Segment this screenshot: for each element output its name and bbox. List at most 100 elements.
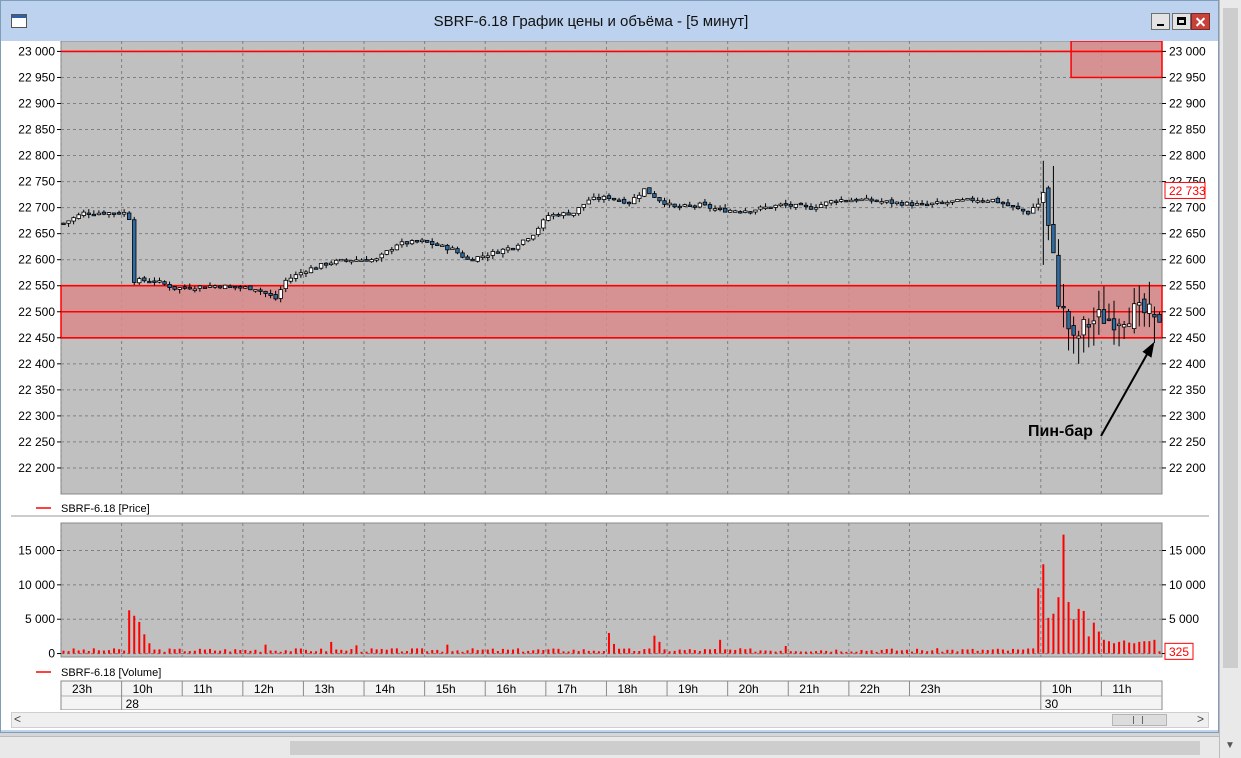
- candle-body: [394, 244, 400, 251]
- candle-body: [1091, 320, 1096, 325]
- candle-body: [950, 200, 955, 203]
- title-bar[interactable]: SBRF-6.18 График цены и объёма - [5 мину…: [1, 1, 1218, 41]
- chevron-down-icon[interactable]: ▼: [1225, 740, 1235, 751]
- time-hour-label: 16h: [496, 682, 516, 696]
- price-zone: [1070, 41, 1163, 79]
- candle-body: [813, 207, 819, 210]
- price-axis-left: 23 000 22 950 22 900 22 850 22 800 22 750 22 7…: [18, 44, 61, 475]
- volume-axis-left: 15 000 10 000 5 000 0: [18, 543, 61, 661]
- candle-body: [621, 198, 627, 204]
- candle-body: [642, 188, 647, 197]
- scrollbar-thumb[interactable]: [1112, 714, 1167, 726]
- candle-body: [849, 199, 854, 203]
- candle-body: [1132, 303, 1137, 329]
- candle-body: [430, 241, 435, 245]
- time-hour-label: 19h: [678, 682, 698, 696]
- candle-body: [263, 290, 268, 294]
- candle-body: [278, 289, 283, 299]
- candle-body: [970, 197, 975, 202]
- volume-grid: [60, 523, 1162, 657]
- candle-body: [1076, 335, 1081, 339]
- price-tick-label: 22 350: [18, 383, 55, 397]
- outer-vertical-scrollbar[interactable]: ▼: [1219, 0, 1241, 758]
- candle-body: [738, 211, 743, 214]
- candle-body: [859, 198, 864, 202]
- window-app-icon[interactable]: [11, 14, 27, 28]
- candle-body: [995, 197, 1001, 204]
- time-date-label: 28: [126, 697, 140, 710]
- candle-body: [945, 202, 950, 205]
- candle-body: [844, 199, 849, 203]
- chevron-right-icon[interactable]: >: [1196, 712, 1204, 726]
- candle-body: [854, 198, 859, 202]
- candle-body: [566, 212, 571, 216]
- price-tick-label: 22 650: [1169, 227, 1206, 241]
- candle-body: [894, 201, 900, 205]
- candle-body: [1127, 323, 1132, 327]
- candle-body: [121, 211, 127, 215]
- price-panel[interactable]: 23 000 22 950 22 900 22 850 22 800 22 750 22 7…: [18, 41, 1206, 515]
- chevron-left-icon[interactable]: <: [14, 712, 22, 726]
- candle-body: [238, 286, 243, 289]
- candle-body: [313, 267, 319, 270]
- chart-canvas[interactable]: 23 000 22 950 22 900 22 850 22 800 22 750 22 7…: [1, 41, 1218, 710]
- volume-panel[interactable]: 15 000 10 000 5 000 0 15 000 10 000 5 000 0 32…: [18, 522, 1206, 679]
- candle-body: [808, 206, 814, 210]
- candle-body: [101, 211, 107, 215]
- candle-body: [222, 284, 228, 290]
- price-tick-label: 22 850: [18, 123, 55, 137]
- candle-body: [515, 244, 521, 250]
- candle-body: [323, 262, 329, 266]
- price-tick-label: 22 250: [1169, 435, 1206, 449]
- candle-body: [914, 203, 920, 206]
- price-tick-label: 22 650: [18, 227, 55, 241]
- candle-body: [935, 201, 940, 204]
- candle-body: [717, 207, 723, 211]
- candle-body: [692, 205, 698, 208]
- candle-body: [606, 195, 612, 199]
- candle-body: [162, 281, 167, 285]
- price-tick-label: 22 450: [18, 331, 55, 345]
- price-tick-label: 22 850: [1169, 123, 1206, 137]
- candle-body: [1061, 305, 1066, 309]
- candle-body: [783, 203, 788, 206]
- price-tick-label: 22 350: [1169, 383, 1206, 397]
- outer-vertical-scrollbar-thumb[interactable]: [1223, 8, 1238, 668]
- candle-body: [61, 222, 66, 226]
- price-tick-label: 22 800: [18, 149, 55, 163]
- chart-horizontal-scrollbar[interactable]: < >: [11, 712, 1209, 728]
- candle-body: [733, 210, 738, 213]
- candle-body: [157, 280, 162, 283]
- time-axis[interactable]: 23h 10h 11h 12h 13h 14h 15h 16h 17h 18h 19h 20h 21h 2…: [60, 680, 1163, 710]
- candle-body: [354, 259, 359, 262]
- candle-body: [1031, 207, 1036, 214]
- price-tick-label: 22 500: [18, 305, 55, 319]
- candle-body: [81, 211, 86, 216]
- minimize-button[interactable]: [1151, 13, 1170, 30]
- price-tick-label: 22 550: [1169, 279, 1206, 293]
- candle-body: [677, 205, 682, 209]
- candle-body: [884, 200, 889, 203]
- candle-body: [111, 212, 117, 215]
- candle-body: [344, 259, 349, 262]
- outer-horizontal-scrollbar[interactable]: [0, 736, 1219, 758]
- outer-horizontal-scrollbar-thumb[interactable]: [290, 741, 1200, 755]
- candle-body: [182, 286, 187, 289]
- candle-body: [228, 285, 233, 288]
- candle-body: [106, 212, 112, 215]
- candle-body: [480, 255, 485, 258]
- horizontal-levels: [61, 50, 1162, 339]
- last-price-label: 22 733: [1169, 184, 1206, 198]
- volume-plot-area[interactable]: [60, 522, 1163, 658]
- candle-body: [192, 288, 198, 291]
- price-plot-area[interactable]: [60, 41, 1163, 495]
- close-button[interactable]: [1191, 13, 1210, 30]
- candle-body: [627, 201, 632, 205]
- volume-series: [62, 534, 1161, 654]
- candle-body: [91, 213, 96, 217]
- maximize-button[interactable]: [1172, 13, 1191, 30]
- price-tick-label: 22 200: [1169, 461, 1206, 475]
- candle-body: [571, 212, 576, 216]
- candle-body: [601, 195, 607, 200]
